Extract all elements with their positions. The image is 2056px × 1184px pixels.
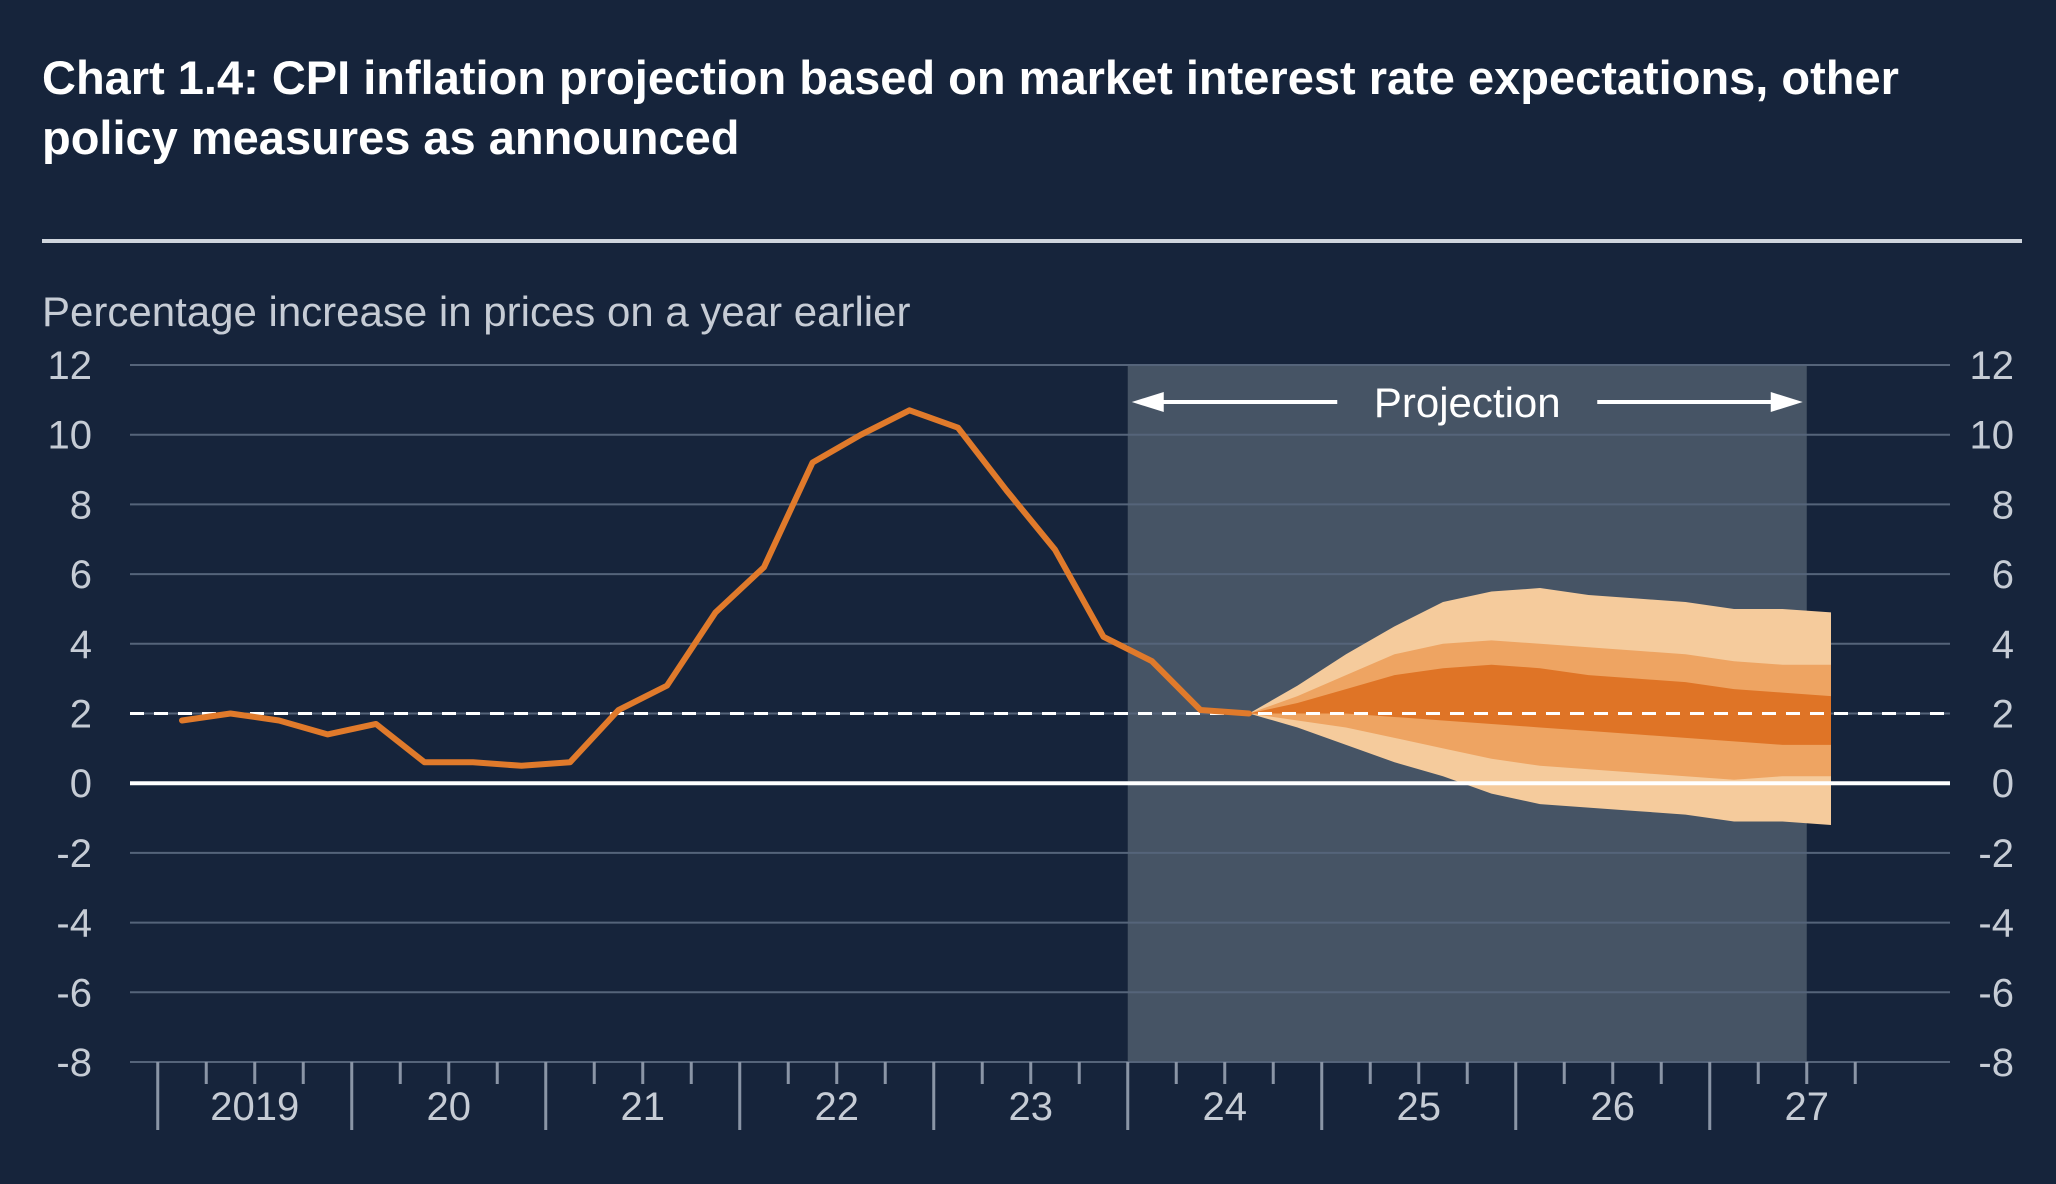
y-tick-label-right: -8 <box>1978 1041 2014 1085</box>
y-tick-label-right: 4 <box>1992 623 2014 667</box>
cpi-line-layer <box>179 407 1252 769</box>
x-tick-label: 25 <box>1397 1085 1442 1129</box>
cpi-series-line <box>179 407 1252 769</box>
y-tick-label-left: 12 <box>48 344 93 388</box>
gridline-layer <box>130 364 1950 1063</box>
y-tick-label-left: -6 <box>56 971 92 1015</box>
y-tick-label-left: 6 <box>70 553 92 597</box>
y-tick-label-left: -2 <box>56 832 92 876</box>
y-tick-label-right: -2 <box>1978 832 2014 876</box>
y-tick-label-right: -4 <box>1978 902 2014 946</box>
y-tick-label-left: -8 <box>56 1041 92 1085</box>
chart-title: Chart 1.4: CPI inflation projection base… <box>42 51 1899 164</box>
projection-arrow-right-head <box>1770 392 1803 412</box>
y-tick-label-right: -6 <box>1978 971 2014 1015</box>
x-tick-label: 22 <box>815 1085 860 1129</box>
x-tick-label: 21 <box>621 1085 666 1129</box>
y-tick-label-left: -4 <box>56 902 92 946</box>
y-tick-label-right: 2 <box>1992 693 2014 737</box>
y-tick-label-left: 8 <box>70 483 92 527</box>
x-tick-label: 24 <box>1203 1085 1248 1129</box>
x-tick-label: 2019 <box>210 1085 299 1129</box>
y-tick-label-left: 0 <box>70 762 92 806</box>
title-divider <box>42 239 2022 243</box>
y-tick-label-left: 2 <box>70 693 92 737</box>
x-tick-label: 27 <box>1785 1085 1830 1129</box>
y-axis-unit-label: Percentage increase in prices on a year … <box>42 288 910 335</box>
y-tick-label-right: 12 <box>1970 344 2015 388</box>
y-tick-label-right: 6 <box>1992 553 2014 597</box>
projection-label: Projection <box>1374 379 1561 426</box>
projection-label-group: Projection <box>1131 379 1803 426</box>
x-tick-label: 23 <box>1009 1085 1054 1129</box>
y-tick-label-left: 10 <box>48 414 93 458</box>
x-tick-label: 20 <box>427 1085 472 1129</box>
y-tick-label-right: 8 <box>1992 483 2014 527</box>
fan-band-inner <box>1249 664 1831 745</box>
reference-line-layer <box>130 712 1950 786</box>
y-tick-label-left: 4 <box>70 623 92 667</box>
y-tick-label-right: 10 <box>1970 414 2015 458</box>
projection-arrow-left-head <box>1131 392 1164 412</box>
x-tick-label: 26 <box>1591 1085 1636 1129</box>
fan-band-layer <box>1249 588 1831 826</box>
y-tick-label-right: 0 <box>1992 762 2014 806</box>
